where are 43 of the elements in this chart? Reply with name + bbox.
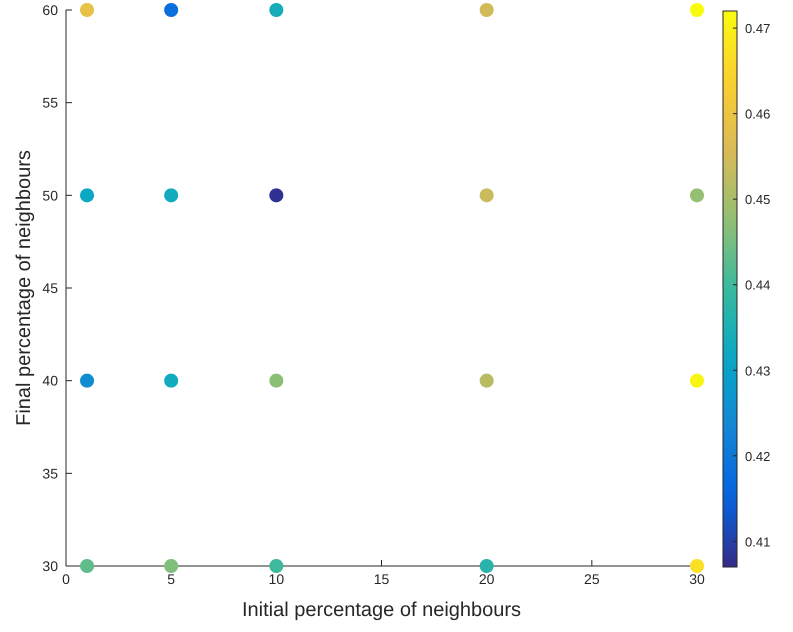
y-tick-label: 30 (42, 558, 58, 574)
point (690, 3, 704, 17)
point (480, 374, 494, 388)
point (269, 374, 284, 388)
color-bar-label: 0.44 (745, 278, 770, 293)
x-tick-label: 0 (62, 571, 70, 587)
x-axis-title: Initial percentage of neighbours (242, 599, 522, 621)
point (80, 188, 94, 202)
point (480, 3, 494, 17)
x-tick-label: 5 (167, 571, 176, 587)
color-bar-label: 0.46 (745, 106, 770, 122)
point (690, 374, 704, 388)
point (80, 374, 94, 388)
x-tick-label: 15 (374, 571, 390, 587)
color-bar-label: 0.47 (745, 21, 770, 36)
color-bar-label: 0.42 (745, 448, 770, 464)
point (164, 3, 178, 17)
y-axis-title: Final percentage of neighbours (13, 150, 35, 426)
y-tick-label: 40 (42, 372, 58, 389)
y-tick-label: 55 (42, 94, 58, 111)
point (80, 3, 94, 17)
point (480, 559, 494, 573)
point (164, 374, 178, 388)
point (164, 188, 178, 202)
x-tick-label: 20 (478, 571, 495, 587)
point (690, 188, 704, 202)
point (480, 188, 494, 202)
point (690, 559, 704, 573)
y-tick-label: 50 (42, 187, 58, 204)
x-tick-label: 10 (268, 571, 284, 587)
point (269, 559, 284, 573)
point (269, 188, 284, 202)
y-tick-label: 45 (42, 280, 58, 296)
color-bar-label: 0.43 (745, 363, 770, 378)
point (164, 559, 178, 573)
color-bar-label: 0.45 (745, 192, 770, 208)
x-tick-label: 30 (689, 571, 705, 587)
y-tick-label: 60 (42, 2, 58, 18)
point (269, 3, 284, 17)
point (80, 559, 94, 573)
color-bar-label: 0.41 (745, 534, 770, 550)
x-tick-label: 25 (584, 571, 600, 587)
y-tick-label: 35 (42, 465, 58, 482)
